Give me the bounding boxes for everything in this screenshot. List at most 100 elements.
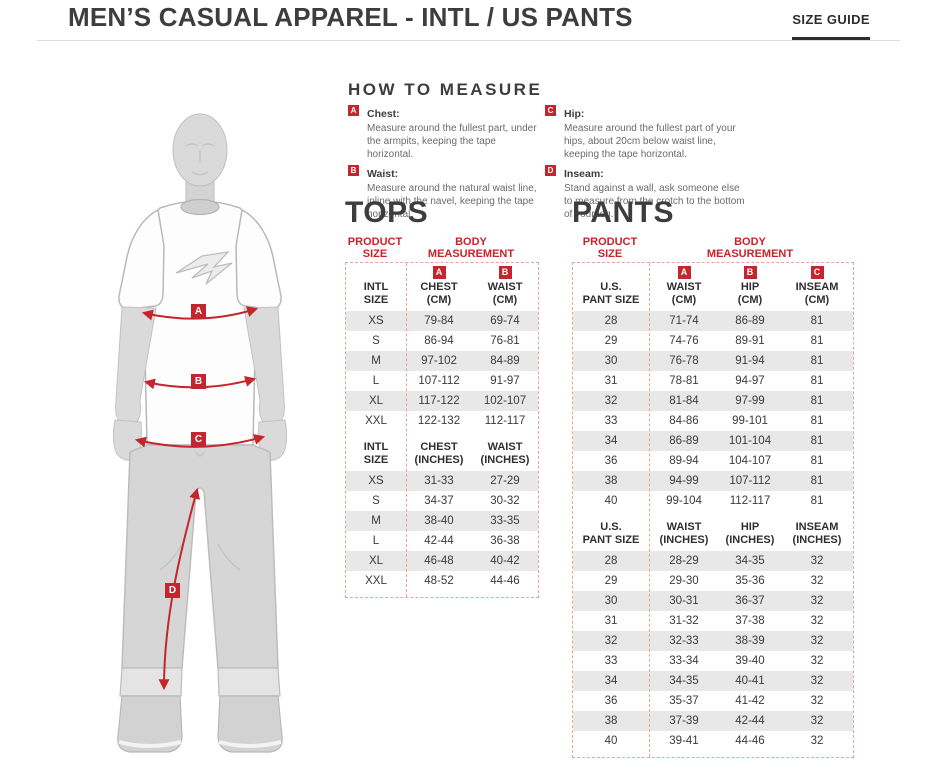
- waist-column-badge: B: [498, 266, 512, 279]
- table-row: XS 79-84 69-74: [346, 311, 538, 331]
- figure-hip-label: C: [191, 432, 206, 447]
- table-cell: 99-104: [666, 495, 702, 507]
- table-cell: 29: [604, 575, 618, 587]
- table-cell: 42-44: [424, 535, 454, 547]
- shirt-logo: [175, 251, 233, 285]
- table-cell: 32: [810, 595, 824, 607]
- table-cell: L: [372, 375, 380, 387]
- table-cell: 89-94: [669, 455, 699, 467]
- measure-item-text: Measure around the fullest part of your …: [564, 123, 736, 160]
- table-cell: 36-38: [490, 535, 520, 547]
- hip-column-badge: B: [743, 266, 757, 279]
- pants-inches-header-row: U.S. PANT SIZE WAIST (INCHES) HIP (INCHES)…: [573, 511, 853, 551]
- table-row: 36 35-37 41-42 32: [573, 691, 853, 711]
- header-divider: [37, 40, 900, 41]
- inseam-column-badge: C: [810, 266, 824, 279]
- table-cell: 32: [810, 615, 824, 627]
- table-cell: 28-29: [669, 555, 699, 567]
- how-to-measure-column-right: C Hip: Measure around the fullest part o…: [545, 104, 745, 224]
- size-guide-tab[interactable]: SIZE GUIDE: [792, 12, 870, 40]
- table-cell: 38-39: [735, 635, 765, 647]
- pants-cm-rows: 28 71-74 86-89 81 29 74-76 89-91 81 30 76-78 91-94…: [573, 311, 853, 511]
- table-cell: XXL: [365, 415, 387, 427]
- table-cell: 32: [810, 635, 824, 647]
- table-cell: 40: [604, 495, 618, 507]
- table-cell: 39-40: [735, 655, 765, 667]
- pants-size-table: A B C U.S. PANT SIZE WAIST (CM) HIP (CM) IN…: [572, 262, 854, 758]
- column-header: U.S. PANT SIZE: [582, 521, 640, 546]
- table-cell: 81: [810, 355, 824, 367]
- table-cell: 36-37: [735, 595, 765, 607]
- table-cell: 34: [604, 435, 618, 447]
- column-header: HIP (INCHES): [725, 521, 775, 546]
- table-cell: 117-122: [418, 395, 460, 407]
- table-cell: XL: [368, 555, 384, 567]
- table-cell: 81: [810, 435, 824, 447]
- table-cell: 84-89: [490, 355, 520, 367]
- table-row: XXL 122-132 112-117: [346, 411, 538, 431]
- table-row: 33 33-34 39-40 32: [573, 651, 853, 671]
- waist-letter-badge: B: [348, 165, 359, 176]
- hip-letter-badge: C: [545, 105, 556, 116]
- table-cell: S: [372, 335, 380, 347]
- tops-inches-rows: XS 31-33 27-29 S 34-37 30-32 M 38-40 33-35 L 42-44…: [346, 471, 538, 591]
- table-row: 29 29-30 35-36 32: [573, 571, 853, 591]
- table-row: 31 31-32 37-38 32: [573, 611, 853, 631]
- table-cell: 81: [810, 395, 824, 407]
- table-row: L 42-44 36-38: [346, 531, 538, 551]
- table-row: 36 89-94 104-107 81: [573, 451, 853, 471]
- column-header: INSEAM (CM): [795, 281, 839, 306]
- table-cell: 34-37: [424, 495, 454, 507]
- table-row: L 107-112 91-97: [346, 371, 538, 391]
- table-cell: 29-30: [669, 575, 699, 587]
- measure-item-name: Hip:: [564, 108, 585, 120]
- table-cell: 34-35: [735, 555, 765, 567]
- pants-cm-badges: A B C: [573, 263, 853, 279]
- column-header: INTL SIZE: [363, 441, 389, 466]
- table-cell: 30-31: [669, 595, 699, 607]
- table-cell: 33: [604, 415, 618, 427]
- tops-section-title: TOPS: [345, 196, 429, 229]
- table-cell: 32: [810, 575, 824, 587]
- table-cell: 81-84: [669, 395, 699, 407]
- table-cell: 78-81: [669, 375, 699, 387]
- table-cell: 32-33: [669, 635, 699, 647]
- how-to-measure-column-left: A Chest: Measure around the fullest part…: [348, 104, 538, 224]
- column-divider: [406, 263, 407, 597]
- table-cell: 74-76: [669, 335, 699, 347]
- table-row: 33 84-86 99-101 81: [573, 411, 853, 431]
- table-cell: 41-42: [735, 695, 765, 707]
- column-header: U.S. PANT SIZE: [582, 281, 640, 306]
- table-cell: 40-41: [735, 675, 765, 687]
- table-row: 32 81-84 97-99 81: [573, 391, 853, 411]
- table-cell: 37-38: [735, 615, 765, 627]
- column-header: WAIST (CM): [666, 281, 702, 306]
- table-cell: 97-102: [421, 355, 457, 367]
- table-row: S 34-37 30-32: [346, 491, 538, 511]
- table-cell: 32: [604, 395, 618, 407]
- table-cell: 81: [810, 315, 824, 327]
- table-cell: 36: [604, 695, 618, 707]
- table-cell: 91-94: [735, 355, 765, 367]
- pants-section-title: PANTS: [572, 196, 674, 229]
- body-measurement-label: BODY MEASUREMENT: [706, 236, 794, 260]
- table-cell: 30: [604, 595, 618, 607]
- waist-column-badge: A: [677, 266, 691, 279]
- pants-table-labels: PRODUCT SIZE BODY MEASUREMENT: [572, 236, 852, 260]
- measure-item-hip: C Hip: Measure around the fullest part o…: [545, 104, 745, 161]
- table-row: 38 37-39 42-44 32: [573, 711, 853, 731]
- table-cell: 34-35: [669, 675, 699, 687]
- table-cell: 40: [604, 735, 618, 747]
- table-cell: 81: [810, 375, 824, 387]
- measure-item-text: Stand against a wall, ask someone else t…: [564, 183, 745, 220]
- inseam-letter-badge: D: [545, 165, 556, 176]
- table-row: 32 32-33 38-39 32: [573, 631, 853, 651]
- table-cell: 94-99: [669, 475, 699, 487]
- table-cell: 107-112: [729, 475, 771, 487]
- column-header: CHEST (INCHES): [414, 441, 464, 466]
- page-title: MEN’S CASUAL APPAREL - INTL / US PANTS: [68, 2, 633, 32]
- table-row: S 86-94 76-81: [346, 331, 538, 351]
- table-cell: 81: [810, 495, 824, 507]
- table-cell: 81: [810, 475, 824, 487]
